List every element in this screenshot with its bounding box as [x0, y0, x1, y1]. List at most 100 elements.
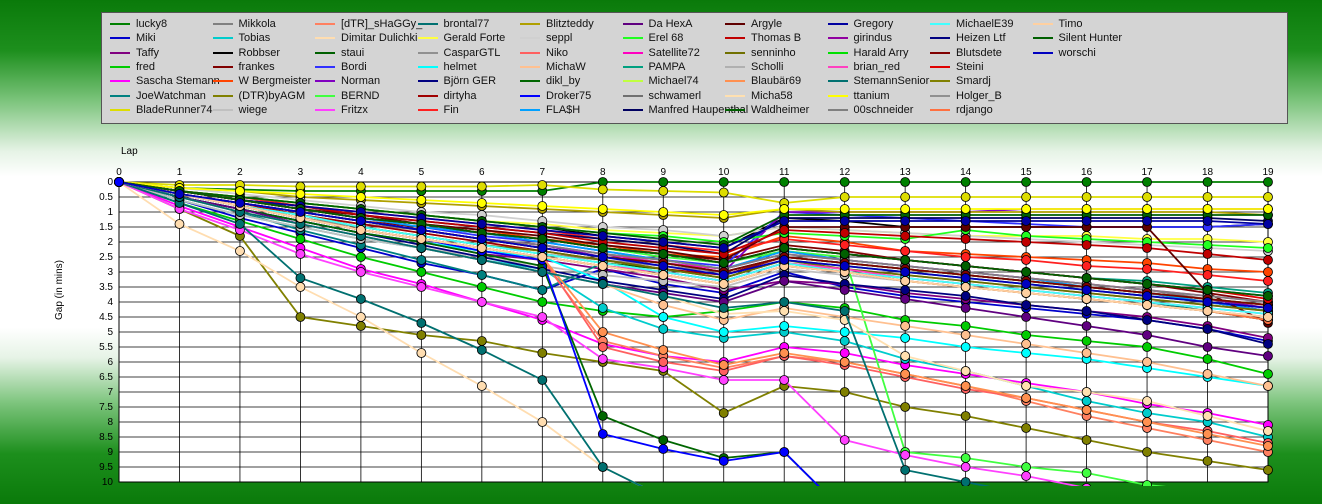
legend-label: Satellite72: [648, 46, 700, 59]
data-point: [779, 447, 790, 457]
legend-label: brontal77: [443, 18, 490, 30]
series-line: [118, 181, 1268, 192]
legend-label: Holger_B: [956, 89, 1002, 102]
data-point: [597, 204, 608, 214]
data-point: [1081, 285, 1092, 295]
data-point: [537, 180, 548, 190]
data-point: [779, 375, 790, 385]
legend-label: JoeWatchman: [136, 89, 206, 102]
data-point: [476, 181, 487, 192]
data-point: [1202, 270, 1213, 280]
data-point: [1081, 405, 1092, 415]
x-tick-label: 3: [298, 167, 304, 178]
data-point: [416, 318, 427, 328]
y-tick-label: 0: [107, 177, 113, 188]
legend-label: seppl: [546, 32, 573, 45]
data-point: [839, 357, 850, 367]
y-tick-label: 1: [107, 207, 113, 218]
data-point: [1142, 204, 1152, 214]
legend-swatch: [110, 51, 130, 54]
legend-label: Miki: [136, 32, 156, 45]
legend-swatch: [827, 108, 848, 111]
data-point: [1021, 279, 1032, 289]
data-point: [537, 234, 548, 244]
data-point: [658, 435, 669, 445]
data-point: [476, 255, 487, 265]
data-point: [1263, 312, 1273, 322]
legend-swatch: [417, 23, 438, 25]
data-point: [476, 243, 487, 253]
legend-swatch: [520, 65, 540, 68]
x-tick-label: 10: [718, 167, 730, 178]
legend-label: Heizen Ltf: [956, 32, 1006, 45]
data-point: [355, 192, 366, 202]
legend-label: W Bergmeister: [238, 75, 312, 88]
data-point: [355, 312, 366, 322]
data-point: [779, 306, 790, 316]
x-tick-label: 4: [358, 167, 364, 178]
data-point: [779, 204, 790, 214]
y-tick-label: 6.5: [99, 372, 113, 383]
legend-swatch: [315, 23, 335, 25]
legend-swatch: [315, 80, 335, 83]
legend-label: Blaubär69: [751, 75, 802, 88]
legend-label: brian_red: [853, 60, 900, 73]
legend-swatch: [622, 51, 643, 54]
data-point: [1142, 417, 1152, 427]
legend-swatch: [725, 37, 745, 40]
y-tick-label: 0.5: [99, 192, 113, 203]
data-point: [1263, 192, 1273, 202]
legend-label: Silent Hunter: [1058, 32, 1123, 45]
data-point: [1263, 351, 1273, 361]
data-point: [1081, 294, 1092, 304]
legend-label: frankes: [238, 60, 275, 73]
series-line: [118, 181, 820, 486]
data-point: [476, 219, 487, 229]
data-point: [295, 189, 306, 199]
data-point: [960, 177, 971, 187]
data-point: [900, 321, 911, 331]
data-point: [839, 192, 850, 202]
legend-swatch: [1032, 51, 1053, 54]
data-point: [1142, 291, 1152, 301]
data-point: [718, 243, 729, 253]
series-line: [118, 181, 1269, 471]
data-point: [1142, 192, 1152, 202]
legend-swatch: [315, 51, 335, 54]
data-point: [1142, 330, 1152, 340]
legend-swatch: [110, 37, 130, 40]
data-point: [1081, 321, 1092, 331]
data-point: [1081, 387, 1092, 397]
legend-swatch: [520, 23, 540, 25]
data-point: [960, 462, 971, 472]
legend-swatch: [725, 108, 745, 111]
data-point: [476, 198, 487, 208]
data-point: [1081, 336, 1092, 346]
legend-swatch: [212, 65, 233, 68]
data-point: [960, 282, 971, 292]
data-point: [476, 234, 487, 244]
data-point: [1021, 462, 1032, 472]
y-tick-label: 4.5: [99, 312, 113, 323]
x-tick-label: 1: [177, 167, 183, 178]
data-point: [900, 192, 911, 202]
data-point: [839, 240, 850, 250]
data-point: [416, 255, 427, 265]
data-point: [1081, 240, 1092, 250]
legend-label: Smardj: [956, 75, 991, 88]
legend-label: [dTR]_sHaGGy_: [341, 18, 423, 30]
series-line: [118, 181, 991, 486]
legend-swatch: [110, 108, 130, 111]
data-point: [476, 297, 487, 307]
y-tick-label: 7.5: [99, 402, 113, 413]
data-point: [839, 216, 850, 226]
data-point: [718, 456, 729, 466]
legend-label: MichaelE39: [956, 18, 1014, 30]
legend-swatch: [417, 65, 438, 68]
data-point: [658, 261, 669, 271]
data-point: [537, 297, 548, 307]
legend-swatch: [622, 108, 643, 111]
x-tick-label: 7: [540, 167, 546, 178]
x-tick-label: 0: [116, 167, 122, 178]
